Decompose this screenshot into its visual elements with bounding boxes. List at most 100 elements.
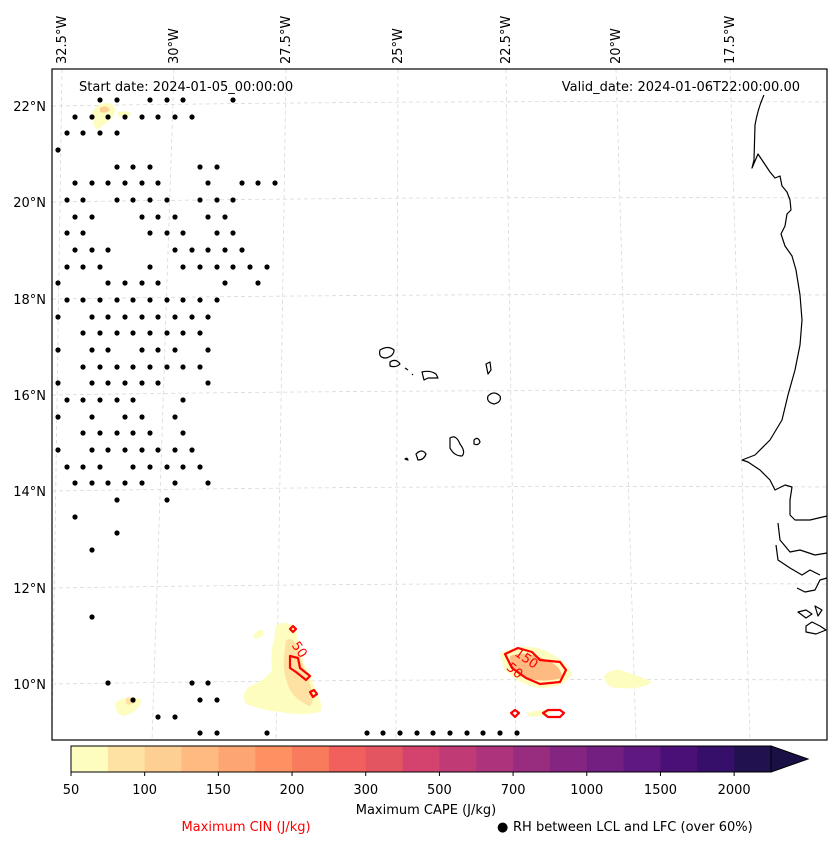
longitude-tick-label: 27.5°W <box>279 16 294 64</box>
rh-dot <box>89 547 95 553</box>
rh-dot <box>114 364 120 370</box>
rh-dot <box>255 280 261 286</box>
rh-dot <box>105 347 111 353</box>
rh-dot <box>430 730 436 736</box>
longitude-tick-label: 22.5°W <box>499 16 514 64</box>
rh-dot <box>114 197 120 203</box>
rh-dot <box>247 264 253 270</box>
rh-dot <box>205 180 211 186</box>
rh-dot <box>139 380 145 386</box>
rh-dot <box>155 114 161 120</box>
rh-dot <box>497 730 503 736</box>
rh-dot <box>214 697 220 703</box>
colorbar-tick-label: 700 <box>501 783 526 798</box>
colorbar-segment <box>549 746 588 772</box>
rh-dot <box>189 314 195 320</box>
rh-dot <box>205 214 211 220</box>
rh-dot <box>72 114 78 120</box>
rh-dot <box>172 714 178 720</box>
rh-dot <box>89 314 95 320</box>
rh-dot <box>230 97 236 103</box>
coastline <box>741 94 828 521</box>
rh-dot <box>122 114 128 120</box>
cin-contour <box>308 688 319 699</box>
latitude-tick-label: 10°N <box>13 678 46 693</box>
rh-dot <box>139 480 145 486</box>
rh-dot <box>230 264 236 270</box>
rh-dot <box>105 480 111 486</box>
parallel-line <box>51 679 828 685</box>
colorbar-segment <box>328 746 367 772</box>
rh-dot <box>130 197 136 203</box>
coastline <box>487 392 501 405</box>
rh-dot <box>114 297 120 303</box>
rh-dot <box>180 97 186 103</box>
rh-dot <box>272 180 278 186</box>
rh-dot <box>214 730 220 736</box>
rh-dot <box>414 730 420 736</box>
rh-dot <box>197 464 203 470</box>
longitude-tick-label: 17.5°W <box>723 16 738 64</box>
rh-dot <box>122 414 128 420</box>
rh-dot <box>164 330 170 336</box>
rh-dot <box>130 697 136 703</box>
rh-dot <box>264 264 270 270</box>
rh-dot <box>255 180 261 186</box>
rh-dot <box>480 730 486 736</box>
rh-dot <box>80 130 86 136</box>
rh-legend-label: RH between LCL and LFC (over 60%) <box>513 820 753 835</box>
start-date-annotation: Start date: 2024-01-05_00:00:00 <box>79 80 293 95</box>
rh-dot <box>122 480 128 486</box>
rh-dot <box>80 197 86 203</box>
colorbar-segment <box>255 746 293 772</box>
graticule <box>51 68 828 741</box>
rh-dot <box>72 214 78 220</box>
coastline <box>404 457 409 461</box>
rh-dot <box>172 347 178 353</box>
rh-dot <box>214 230 220 236</box>
rh-dot <box>364 730 370 736</box>
rh-dot <box>155 380 161 386</box>
rh-dot <box>172 247 178 253</box>
cape-contour-fill <box>254 630 264 639</box>
rh-dot <box>222 247 228 253</box>
rh-dot <box>55 414 61 420</box>
cape-contour-fill <box>510 653 562 681</box>
rh-dot <box>205 480 211 486</box>
rh-dot <box>122 314 128 320</box>
rh-dot <box>147 330 153 336</box>
rh-dot <box>172 414 178 420</box>
colorbar-extend-arrow <box>770 745 810 773</box>
rh-dot <box>180 397 186 403</box>
rh-dot <box>64 130 70 136</box>
longitude-tick-label: 32.5°W <box>55 16 70 64</box>
rh-dot <box>197 364 203 370</box>
rh-dot <box>64 464 70 470</box>
coastline <box>411 373 414 376</box>
rh-dot <box>205 347 211 353</box>
colorbar-tick-label: 1500 <box>644 783 677 798</box>
rh-dot <box>147 230 153 236</box>
rh-dot <box>147 97 153 103</box>
longitude-tick-label: 30°W <box>167 28 182 64</box>
rh-dot <box>80 230 86 236</box>
colorbar-segment <box>181 746 219 772</box>
rh-dot <box>147 464 153 470</box>
rh-dot <box>97 364 103 370</box>
cape-filled-contours <box>92 103 652 717</box>
coastlines <box>379 94 828 635</box>
rh-dot <box>64 397 70 403</box>
colorbar-segment <box>476 746 514 772</box>
rh-dot <box>80 397 86 403</box>
colorbar-label: Maximum CAPE (J/kg) <box>356 803 496 818</box>
colorbar-tick-label: 300 <box>353 783 378 798</box>
cape-colorbar: 50 100 150 200 300 500 700 1000 1500 2000 Maximum… <box>63 745 810 818</box>
rh-dot <box>130 297 136 303</box>
colorbar-tick-label: 150 <box>206 783 231 798</box>
latitude-tick-label: 18°N <box>13 293 46 308</box>
colorbar-segment <box>107 746 146 772</box>
cin-contour <box>509 708 521 719</box>
rh-dot <box>97 464 103 470</box>
rh-dot <box>189 680 195 686</box>
colorbar-segment <box>71 746 109 772</box>
